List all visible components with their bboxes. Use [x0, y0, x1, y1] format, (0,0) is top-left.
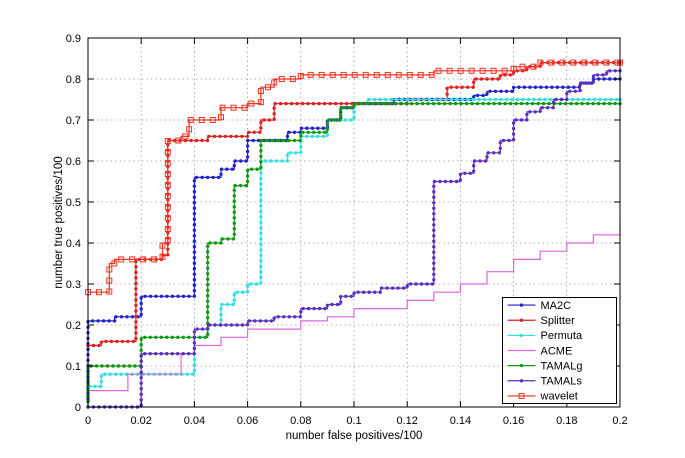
x-tick-label: 0.06: [237, 415, 258, 427]
x-tick-label: 0.16: [503, 415, 524, 427]
x-tick-label: 0.2: [612, 415, 627, 427]
legend-item-permuta: Permuta: [507, 330, 583, 342]
legend-box: [502, 297, 617, 404]
y-tick-label: 0.4: [66, 238, 81, 250]
x-tick-label: 0: [85, 415, 91, 427]
legend-item-ma2c: MA2C: [507, 300, 572, 312]
y-axis-label: number true positives/100: [53, 156, 65, 288]
y-tick-label: 0.9: [66, 33, 81, 45]
x-tick-label: 0.08: [290, 415, 311, 427]
y-tick-label: 0.2: [66, 320, 81, 332]
x-tick-label: 0.12: [396, 415, 417, 427]
series-tamals-markers: [86, 69, 622, 409]
y-tick-label: 0.3: [66, 279, 81, 291]
y-tick-label: 0.6: [66, 156, 81, 168]
series-tamalg-markers: [86, 101, 622, 409]
legend-label: TAMALs: [541, 376, 583, 388]
y-tick-label: 0.7: [66, 115, 81, 127]
legend: MA2C Splitter Permuta ACME TAMALg TAMALs wavel…: [502, 297, 617, 404]
legend-label: TAMALg: [541, 360, 583, 372]
x-axis-label: number false positives/100: [286, 430, 423, 442]
x-tick-label: 0.18: [556, 415, 577, 427]
x-tick-label: 0.14: [450, 415, 471, 427]
legend-item-splitter: Splitter: [507, 315, 576, 327]
x-tick-label: 0.04: [184, 415, 205, 427]
x-tick-label: 0.1: [346, 415, 361, 427]
legend-item-wavelet: wavelet: [507, 391, 578, 403]
y-tick-label: 0.1: [66, 361, 81, 373]
y-tick-label: 0.8: [66, 74, 81, 86]
x-tick-label: 0.02: [130, 415, 151, 427]
y-tick-label: 0: [75, 402, 81, 414]
legend-label: ACME: [541, 345, 573, 357]
y-tick-label: 0.5: [66, 197, 81, 209]
legend-item-tamals: TAMALs: [507, 376, 583, 388]
legend-label: wavelet: [540, 391, 578, 403]
legend-item-acme: ACME: [507, 345, 573, 357]
legend-item-tamalg: TAMALg: [507, 360, 583, 372]
legend-label: Permuta: [541, 330, 583, 342]
legend-label: Splitter: [541, 315, 576, 327]
legend-label: MA2C: [541, 300, 572, 312]
